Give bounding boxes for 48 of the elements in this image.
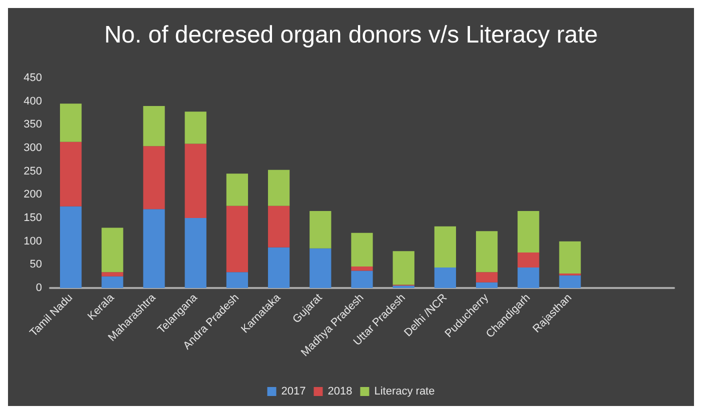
bar xyxy=(143,106,165,146)
bar xyxy=(518,252,540,268)
y-tick-label: 250 xyxy=(24,165,42,178)
bar xyxy=(268,247,290,288)
bar xyxy=(518,211,540,253)
y-tick-label: 350 xyxy=(24,118,42,131)
bar xyxy=(102,276,124,288)
bar xyxy=(184,112,206,144)
bar xyxy=(476,272,498,282)
bar xyxy=(60,142,82,206)
bar xyxy=(226,174,248,206)
bar xyxy=(476,231,498,272)
y-tick-label: 450 xyxy=(24,72,42,84)
bar xyxy=(102,228,124,272)
bar xyxy=(559,241,581,274)
bar xyxy=(518,267,540,288)
bar xyxy=(310,211,332,248)
bar xyxy=(310,248,332,288)
bar xyxy=(268,206,290,248)
bar xyxy=(184,144,206,218)
y-tick-label: 400 xyxy=(24,95,42,108)
bar xyxy=(60,206,82,288)
bar xyxy=(268,170,290,206)
bar xyxy=(351,232,373,267)
bar xyxy=(102,272,124,276)
bar xyxy=(392,251,414,285)
bar xyxy=(143,146,165,210)
bar xyxy=(434,267,456,288)
y-tick-label: 0 xyxy=(36,282,42,294)
bar xyxy=(351,270,373,288)
bar xyxy=(184,218,206,288)
bar xyxy=(143,209,165,288)
bar xyxy=(226,272,248,288)
legend-label: 2017 xyxy=(281,386,306,398)
legend-label: 2018 xyxy=(328,386,352,398)
y-tick-label: 50 xyxy=(30,258,42,271)
y-tick-label: 150 xyxy=(24,212,42,224)
bar xyxy=(226,206,248,272)
bar xyxy=(60,104,82,142)
bar xyxy=(476,282,498,288)
bar xyxy=(559,275,581,288)
chart-title: No. of decresed organ donors v/s Literacy rate xyxy=(104,22,598,48)
y-tick-label: 300 xyxy=(24,142,42,154)
bar xyxy=(351,266,373,271)
y-tick-label: 100 xyxy=(24,235,42,248)
bar xyxy=(434,226,456,268)
y-tick-label: 200 xyxy=(24,188,42,201)
legend-label: Literacy rate xyxy=(374,386,435,398)
